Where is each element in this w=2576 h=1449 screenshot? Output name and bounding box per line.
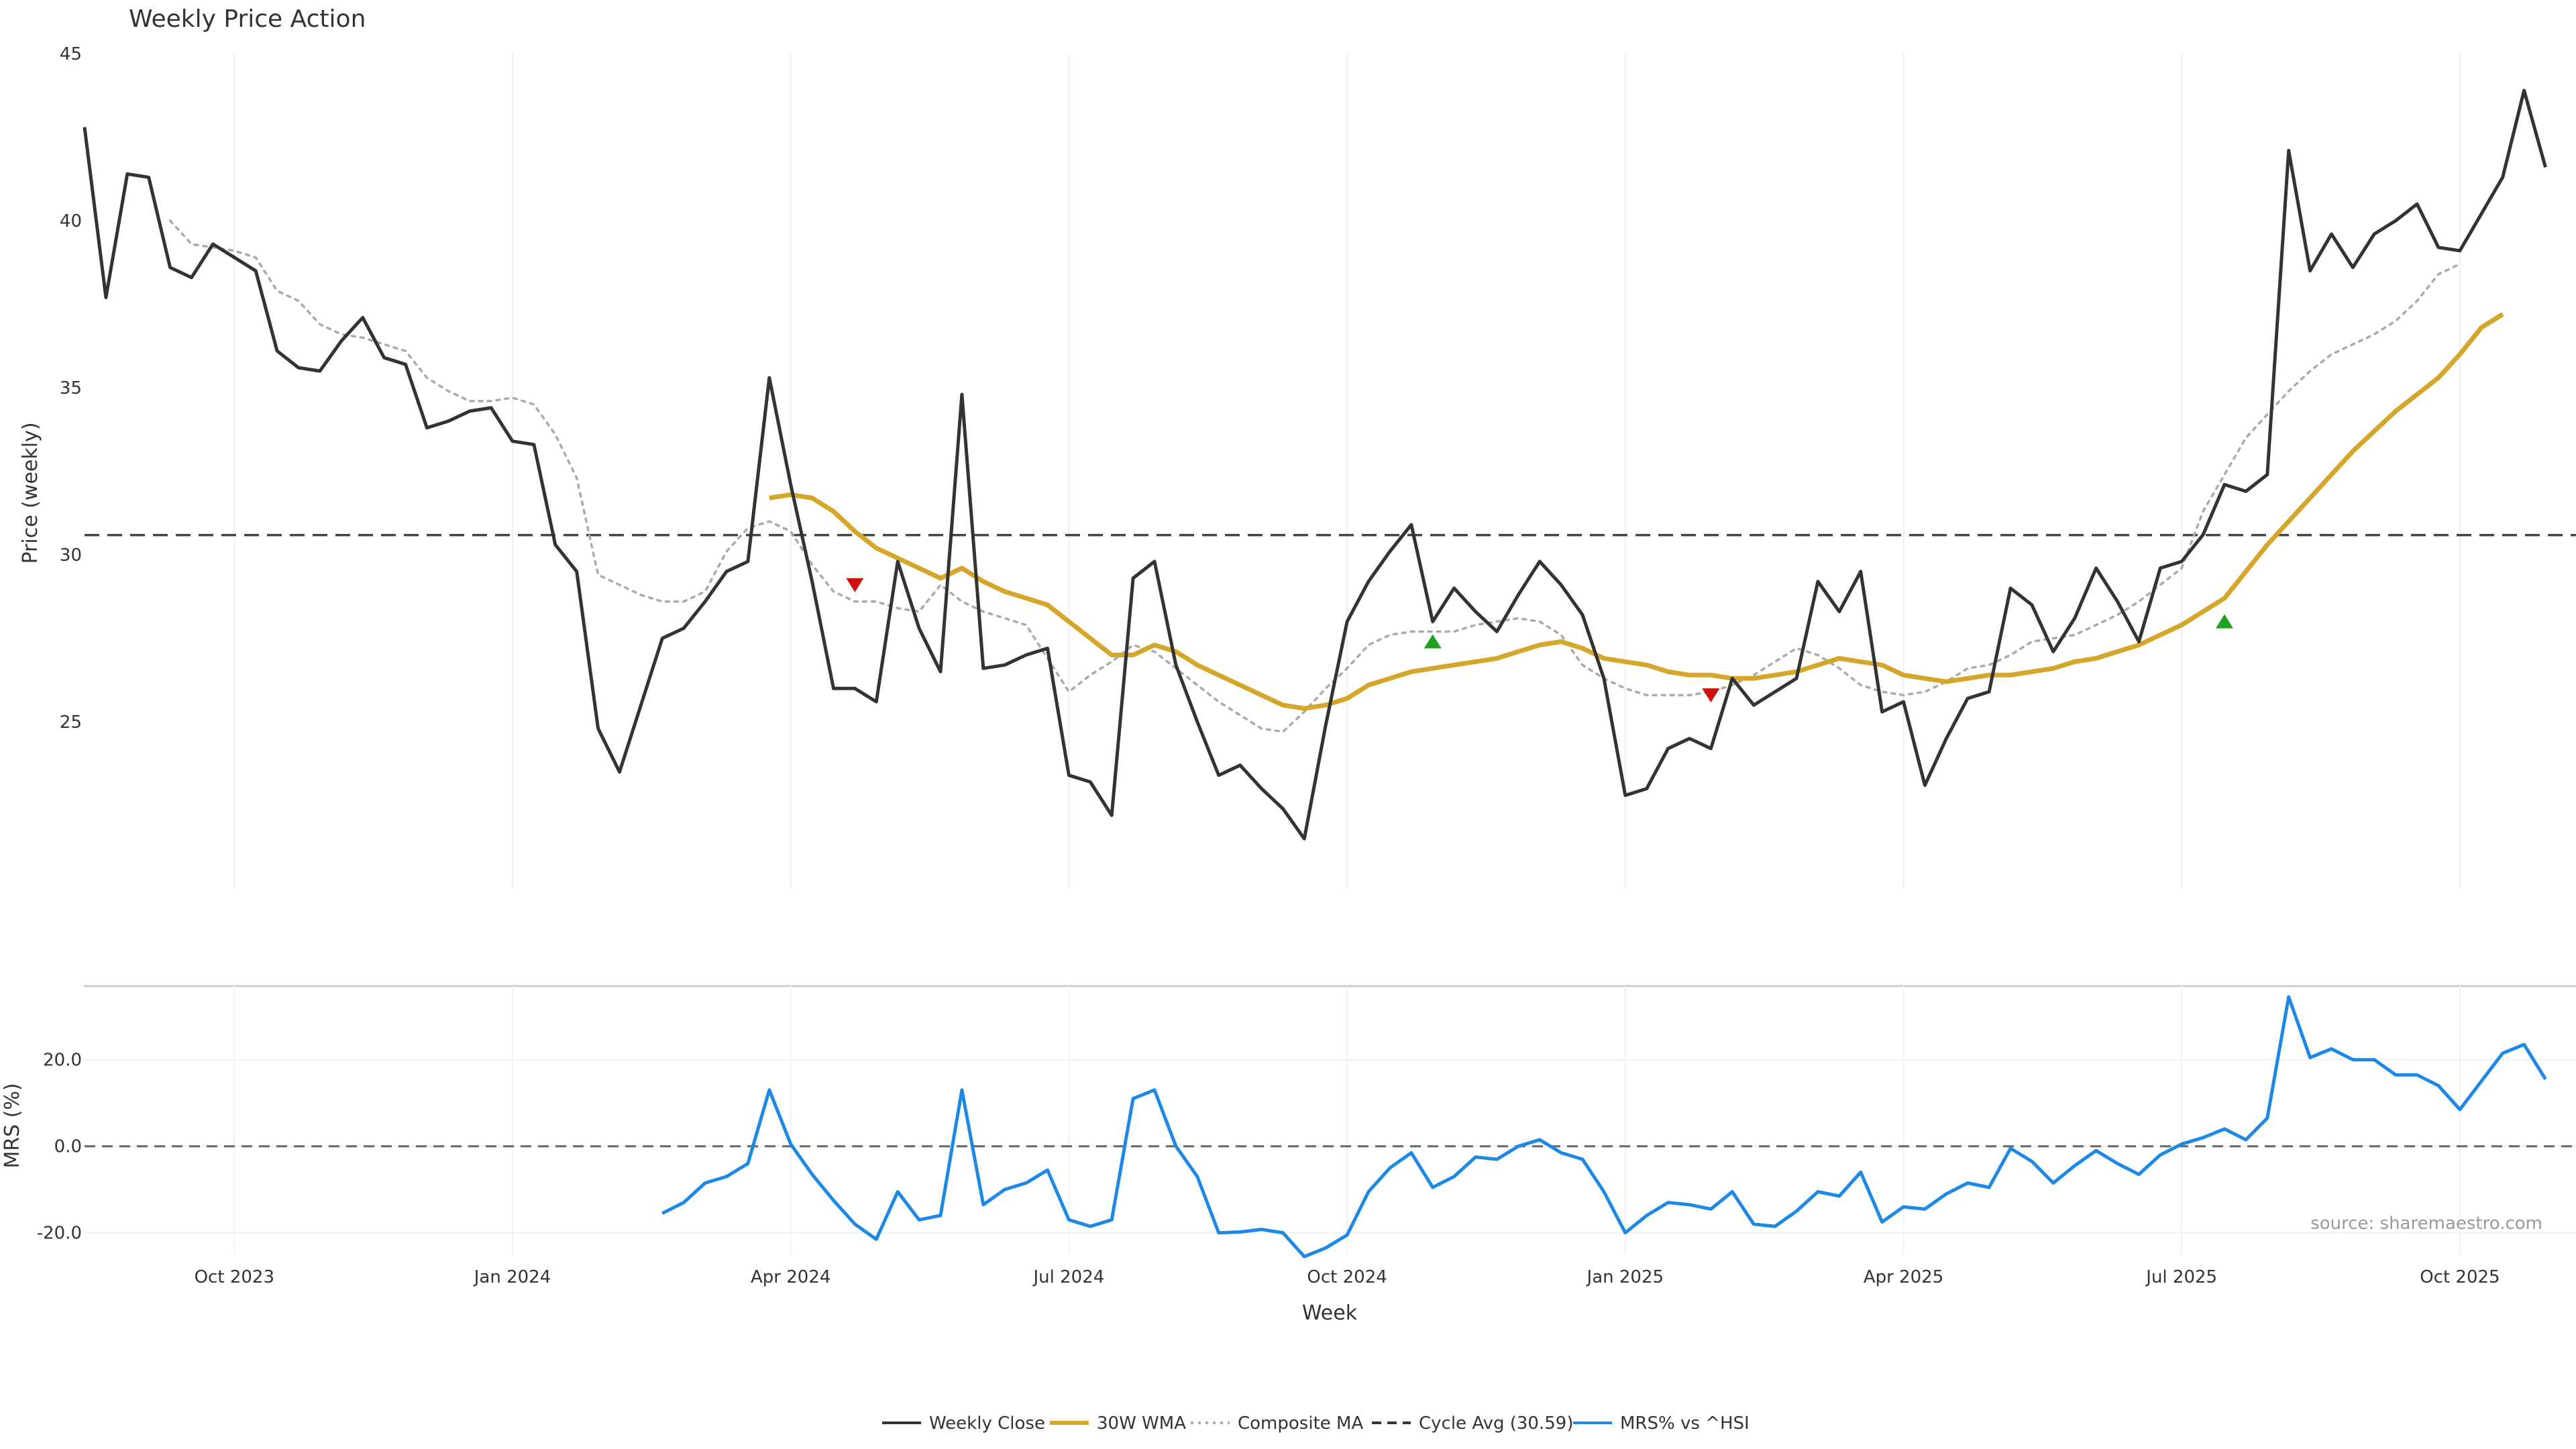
mrs-y-axis-label: MRS (%) (1, 1083, 24, 1168)
legend-item-4: MRS% vs ^HSI (1573, 1413, 1750, 1434)
legend-item-2: Composite MA (1191, 1413, 1363, 1434)
x-tick-1: Jan 2024 (473, 1267, 551, 1287)
x-tick-5: Jan 2025 (1586, 1267, 1664, 1287)
x-tick-0: Oct 2023 (195, 1267, 274, 1287)
weekly-close-line (83, 89, 2547, 841)
legend: Weekly Close 30W WMA Composite MA Cycle Avg… (882, 1413, 1750, 1434)
x-tick-3: Jul 2024 (1032, 1267, 1104, 1287)
x-axis-label: Week (1302, 1301, 1358, 1325)
signal-marker-up-3 (2216, 614, 2233, 629)
chart-title: Weekly Price Action (129, 5, 366, 33)
legend-item-1: 30W WMA (1050, 1413, 1186, 1434)
signal-marker-down-2 (1702, 688, 1720, 703)
price-gridlines (233, 54, 2461, 889)
price-y-tick-35: 35 (60, 378, 82, 398)
mrs-panel: MRS (%) -20.0 0.0 20.0 source: sharemaestr… (1, 986, 2576, 1258)
mrs-line (661, 995, 2547, 1258)
mrs-y-tick-0: -20.0 (37, 1224, 82, 1244)
legend-item-0: Weekly Close (882, 1413, 1045, 1434)
legend-label-3: Cycle Avg (30.59) (1419, 1413, 1573, 1434)
x-tick-4: Oct 2024 (1307, 1267, 1387, 1287)
legend-label-2: Composite MA (1238, 1413, 1363, 1434)
mrs-y-ticks: -20.0 0.0 20.0 (37, 1051, 82, 1244)
signal-marker-down-0 (846, 578, 864, 592)
price-panel: Weekly Price Action Price (weekly) 25 30 3… (19, 5, 2576, 889)
legend-label-4: MRS% vs ^HSI (1620, 1413, 1750, 1434)
x-tick-2: Apr 2024 (751, 1267, 830, 1287)
mrs-y-tick-2: 20.0 (43, 1051, 82, 1071)
price-y-tick-40: 40 (60, 211, 82, 231)
legend-item-3: Cycle Avg (30.59) (1372, 1413, 1573, 1434)
mrs-y-tick-1: 0.0 (54, 1137, 82, 1157)
signal-markers (846, 578, 2233, 703)
signal-marker-up-1 (1424, 634, 1442, 649)
price-y-ticks: 25 30 35 40 45 (60, 44, 82, 733)
legend-label-0: Weekly Close (929, 1413, 1045, 1434)
composite-ma-line (168, 219, 2461, 733)
x-axis-ticks: Oct 2023 Jan 2024 Apr 2024 Jul 2024 Oct 2024… (195, 1267, 2500, 1287)
legend-label-1: 30W WMA (1097, 1413, 1186, 1434)
x-tick-7: Jul 2025 (2145, 1267, 2217, 1287)
x-tick-8: Oct 2025 (2420, 1267, 2500, 1287)
price-y-axis-label: Price (weekly) (19, 422, 42, 564)
wma-30w-line (769, 312, 2504, 711)
price-y-tick-45: 45 (60, 44, 82, 64)
price-y-tick-25: 25 (60, 712, 82, 733)
source-note: source: sharemaestro.com (2310, 1214, 2542, 1234)
x-tick-6: Apr 2025 (1864, 1267, 1943, 1287)
price-y-tick-30: 30 (60, 545, 82, 566)
